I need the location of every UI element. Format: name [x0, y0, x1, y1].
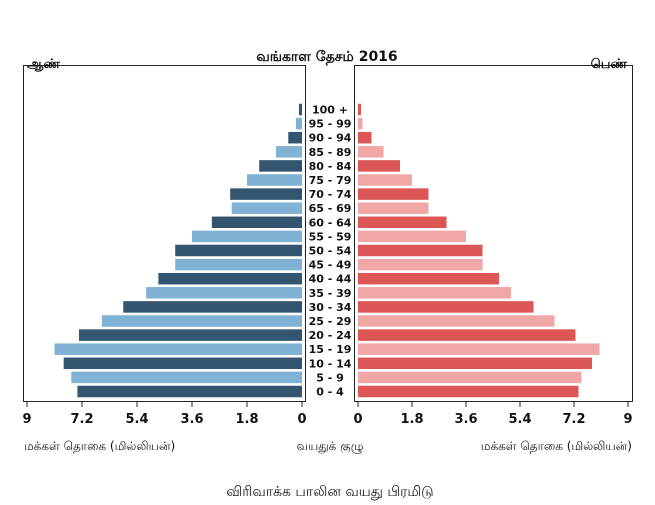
age-label-3: 85 - 89 [309, 146, 352, 159]
left-tick-label-3: 3.6 [180, 412, 203, 427]
female-bar-6 [358, 188, 429, 200]
age-label-8: 60 - 64 [309, 216, 352, 229]
left-tick-label-5: 0 [297, 412, 306, 427]
male-bar-6 [230, 188, 302, 200]
female-bar-1 [358, 117, 363, 130]
male-bar-10 [175, 244, 302, 257]
female-bar-15 [358, 315, 555, 327]
male-bar-12 [158, 272, 302, 285]
female-bar-5 [358, 174, 412, 186]
age-label-14: 30 - 34 [309, 301, 352, 314]
right-tick-label-2: 3.6 [454, 412, 477, 427]
right-axis-ticks: 0 1.8 3.6 5.4 7.2 9 [353, 401, 633, 427]
male-bar-13 [146, 287, 302, 299]
female-bar-13 [358, 287, 511, 299]
age-label-0: 100 + [312, 104, 348, 117]
female-bar-20 [358, 385, 579, 398]
center-axis-label: வயதுக் குழு [296, 439, 363, 454]
left-tick-label-0: 9 [22, 412, 31, 427]
female-bar-0 [358, 103, 361, 116]
male-bar-0 [298, 103, 302, 116]
right-tick-label-4: 7.2 [562, 412, 585, 427]
age-label-13: 35 - 39 [309, 287, 352, 300]
right-panel-frame [354, 65, 633, 402]
left-tick-label-4: 1.8 [235, 412, 258, 427]
male-bar-15 [101, 315, 302, 327]
male-bar-19 [71, 371, 302, 384]
male-bar-4 [259, 160, 302, 172]
male-label: ஆண் [27, 57, 60, 72]
left-tick-label-1: 7.2 [70, 412, 93, 427]
male-bar-17 [54, 343, 302, 355]
female-bar-9 [358, 230, 466, 243]
male-bar-11 [175, 258, 302, 271]
female-bar-18 [358, 357, 592, 370]
age-label-18: 10 - 14 [309, 357, 352, 370]
male-bar-1 [295, 117, 302, 130]
female-bar-17 [358, 343, 600, 355]
age-label-7: 65 - 69 [309, 202, 352, 215]
male-bar-16 [78, 329, 302, 341]
age-label-12: 40 - 44 [309, 273, 352, 286]
right-tick-label-0: 0 [353, 412, 362, 427]
right-tick-label-1: 1.8 [400, 412, 423, 427]
x-axis-label-right: மக்கள் தொகை (மில்லியன்) [481, 439, 632, 453]
figure-caption: விரிவாக்க பாலின வயது பிரமிடு [226, 484, 433, 500]
male-bar-9 [192, 230, 302, 243]
age-label-1: 95 - 99 [309, 118, 352, 131]
age-label-16: 20 - 24 [309, 329, 352, 342]
right-tick-label-3: 5.4 [508, 412, 531, 427]
age-label-9: 55 - 59 [309, 230, 352, 243]
age-label-2: 90 - 94 [309, 132, 352, 145]
female-bar-11 [358, 258, 483, 271]
female-bar-14 [358, 301, 534, 313]
age-label-6: 70 - 74 [309, 188, 352, 201]
female-bar-12 [358, 272, 499, 285]
x-axis-label-left: மக்கள் தொகை (மில்லியன்) [24, 439, 175, 453]
male-bar-18 [63, 357, 302, 370]
female-bar-3 [358, 146, 384, 158]
female-bar-10 [358, 244, 483, 257]
age-label-10: 50 - 54 [309, 245, 352, 258]
age-label-19: 5 - 9 [316, 371, 344, 384]
female-bar-2 [358, 131, 372, 144]
male-bars [54, 103, 303, 398]
male-bar-3 [276, 146, 302, 158]
male-bar-8 [211, 216, 302, 229]
chart-title: வங்காள தேசம் 2016 [256, 49, 397, 66]
male-bar-5 [247, 174, 302, 186]
female-bar-4 [358, 160, 400, 172]
male-bar-7 [231, 202, 302, 214]
right-tick-label-5: 9 [623, 412, 632, 427]
male-bar-20 [77, 385, 303, 398]
age-label-5: 75 - 79 [309, 174, 352, 187]
left-tick-label-2: 5.4 [125, 412, 148, 427]
age-label-4: 80 - 84 [309, 160, 352, 173]
age-label-15: 25 - 29 [309, 315, 352, 328]
left-axis-ticks: 9 7.2 5.4 3.6 1.8 0 [22, 401, 307, 427]
female-bar-8 [358, 216, 447, 229]
female-bars [358, 103, 600, 398]
age-label-17: 15 - 19 [309, 343, 352, 356]
age-label-20: 0 - 4 [316, 386, 344, 399]
age-label-11: 45 - 49 [309, 259, 352, 272]
male-bar-14 [123, 301, 302, 313]
female-bar-7 [358, 202, 429, 214]
male-bar-2 [288, 131, 302, 144]
female-bar-16 [358, 329, 576, 341]
female-label: பெண் [591, 57, 628, 72]
female-bar-19 [358, 371, 582, 384]
